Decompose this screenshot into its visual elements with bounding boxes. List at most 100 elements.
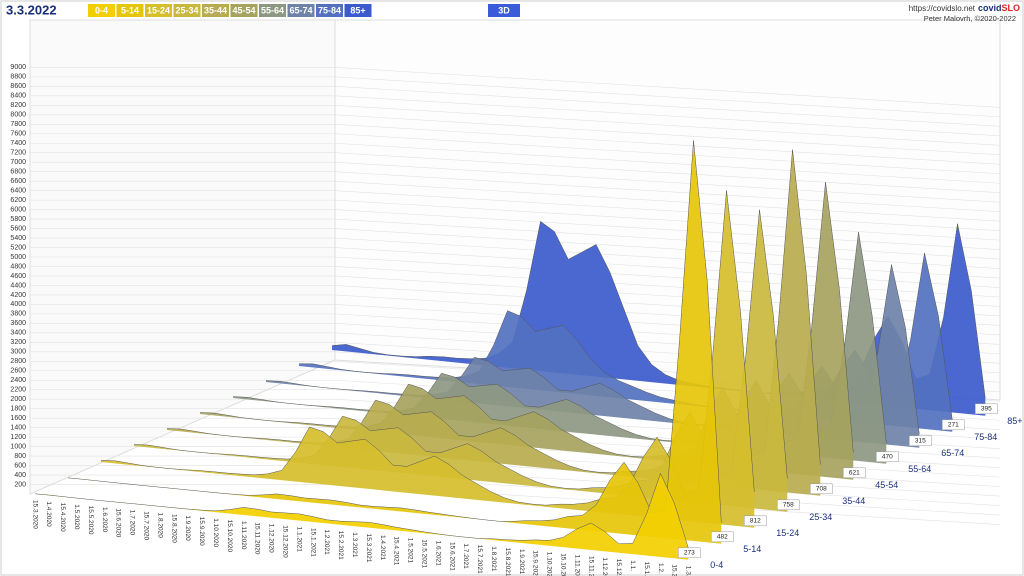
grid-line [30, 161, 1001, 203]
legend-swatch[interactable] [116, 4, 144, 17]
x-tick-label: 1.9.2021 [518, 549, 525, 575]
legend: 0-4 5-14 15-24 25-34 35-44 45-54 55-64 65-74 75-… [88, 4, 372, 17]
value-box [942, 419, 965, 431]
x-tick-label: 15.5.2021 [420, 539, 427, 568]
x-tick-label: 1.3.2021 [351, 532, 358, 558]
legend-swatch[interactable] [88, 4, 115, 17]
x-tick-label: 15.9.2020 [198, 517, 205, 546]
x-tick-label: 15.2.2021 [337, 531, 344, 560]
legend-label[interactable]: 0-4 [95, 5, 108, 15]
grid-line [30, 266, 1001, 307]
y-tick-label: 6400 [10, 187, 26, 194]
y-tick-label: 1200 [10, 434, 26, 441]
view-button[interactable] [488, 4, 520, 17]
legend-swatch[interactable] [230, 4, 258, 17]
y-tick-label: 8400 [10, 93, 26, 100]
y-tick-label: 6000 [10, 206, 26, 213]
grid-line [30, 285, 1001, 326]
y-tick-label: 3800 [10, 311, 26, 318]
x-tick-label: 15.6.2021 [448, 542, 455, 571]
grid-line [30, 218, 1001, 260]
y-tick-label: 6800 [10, 169, 26, 176]
legend-swatch[interactable] [259, 4, 286, 17]
legend-swatch[interactable] [316, 4, 343, 17]
value-label: 315 [915, 438, 926, 445]
y-tick-label: 1600 [10, 415, 26, 422]
value-box [876, 451, 899, 463]
site-url[interactable]: https://covidslo.net [909, 4, 976, 13]
series-label: 15-24 [776, 528, 799, 538]
legend-swatch[interactable] [287, 4, 315, 17]
series-label: 55-64 [908, 464, 931, 474]
y-tick-label: 4000 [10, 301, 26, 308]
series-label: 65-74 [941, 448, 964, 458]
brand-part: SLO [1002, 3, 1021, 13]
grid-line [30, 180, 1001, 222]
x-tick-label: 15.6.2020 [115, 508, 122, 537]
grid-line [30, 86, 1001, 127]
ridge-line [34, 472, 689, 548]
y-tick-label: 3400 [10, 330, 26, 337]
ridge-line [331, 220, 986, 399]
y-tick-label: 2600 [10, 368, 26, 375]
y-tick-label: 5400 [10, 235, 26, 242]
legend-swatch[interactable] [173, 4, 201, 17]
x-tick-label: 1.10.2021 [546, 552, 553, 576]
y-tick-label: 7600 [10, 131, 26, 138]
legend-label[interactable]: 15-24 [147, 5, 170, 15]
y-tick-label: 9000 [10, 64, 26, 71]
view-button-label[interactable]: 3D [498, 5, 510, 15]
x-tick-label: 1.6.2020 [101, 507, 108, 533]
x-tick-label: 15.8.2020 [170, 514, 177, 543]
series-label: 45-54 [875, 480, 898, 490]
legend-swatch[interactable] [202, 4, 229, 17]
x-tick-label: 1.12.2020 [268, 524, 275, 553]
author: Peter Malovrh, ©2020-2022 [924, 14, 1016, 23]
series-label: 35-44 [842, 496, 865, 506]
value-label: 812 [750, 518, 761, 525]
value-box [711, 531, 734, 543]
legend-label[interactable]: 65-74 [289, 5, 312, 15]
value-box [975, 403, 998, 415]
value-box [777, 499, 800, 511]
x-tick-label: 1.12.2021 [601, 557, 608, 576]
x-tick-label: 1.11.2020 [240, 521, 247, 550]
grid-line [30, 237, 1001, 279]
x-tick-label: 1.8.2021 [490, 546, 497, 572]
y-tick-label: 3600 [10, 320, 26, 327]
x-tick-label: 15.2. [671, 564, 678, 576]
x-tick-label: 1.2. [657, 563, 664, 574]
grid-line [30, 142, 1001, 184]
legend-label[interactable]: 85+ [350, 5, 365, 15]
grid-line [30, 123, 1001, 165]
y-tick-label: 8800 [10, 74, 26, 81]
legend-label[interactable]: 5-14 [121, 5, 139, 15]
legend-swatch[interactable] [145, 4, 172, 17]
y-tick-label: 2200 [10, 387, 26, 394]
value-label: 395 [981, 406, 992, 413]
legend-label[interactable]: 55-64 [261, 5, 284, 15]
legend-label[interactable]: 75-84 [318, 5, 341, 15]
y-tick-label: 8000 [10, 112, 26, 119]
x-tick-label: 1.8.2020 [156, 513, 163, 539]
series-label: 5-14 [743, 544, 761, 554]
grid-line [30, 95, 1001, 137]
grid-line [30, 171, 1001, 212]
grid-line [30, 199, 1001, 241]
ridge-area [35, 473, 689, 560]
x-tick-label: 1.1.2021 [295, 527, 302, 553]
x-tick-label: 15.3.2020 [31, 500, 38, 529]
x-tick-label: 15.7.2020 [142, 511, 149, 540]
value-box [744, 515, 767, 527]
x-tick-label: 1.7.2020 [129, 510, 136, 536]
y-tick-label: 4600 [10, 273, 26, 280]
legend-label[interactable]: 25-34 [175, 5, 198, 15]
legend-label[interactable]: 45-54 [232, 5, 255, 15]
grid-line [30, 133, 1001, 175]
y-tick-label: 7800 [10, 121, 26, 128]
value-label: 271 [948, 422, 959, 429]
legend-label[interactable]: 35-44 [204, 5, 227, 15]
legend-swatch[interactable] [344, 4, 372, 17]
y-tick-label: 8600 [10, 83, 26, 90]
y-tick-label: 4800 [10, 263, 26, 270]
